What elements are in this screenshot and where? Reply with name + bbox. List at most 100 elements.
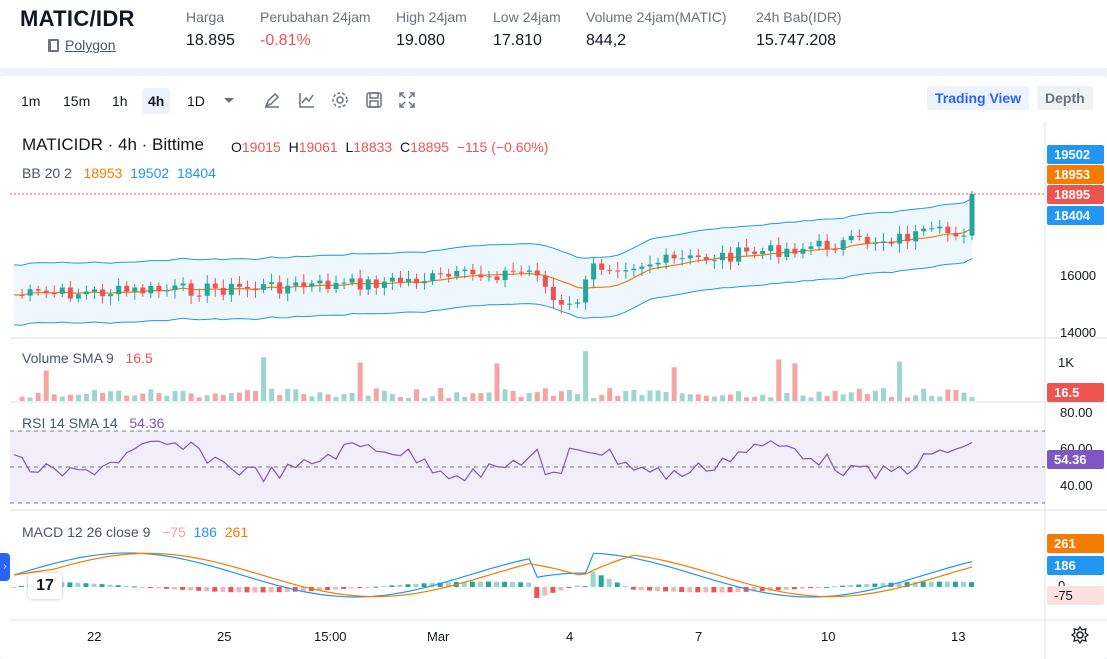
stat-volume: Volume 24jam(MATIC) 844,2 (586, 9, 727, 50)
candle-body (269, 282, 275, 285)
volume-bar (784, 392, 790, 401)
macd-hist-bar (381, 585, 387, 587)
volume-bar (687, 394, 693, 401)
macd-hist-bar (775, 587, 781, 591)
volume-bar (244, 390, 250, 401)
volume-bar (663, 392, 669, 401)
macd-hist-bar (228, 587, 234, 593)
candle-body (872, 242, 878, 244)
candle-body (333, 282, 339, 289)
depth-button[interactable]: Depth (1037, 86, 1093, 110)
candle-body (430, 273, 436, 282)
timeframe-4h[interactable]: 4h (142, 88, 171, 114)
indicator-icon[interactable] (297, 90, 317, 110)
macd-hist-bar (872, 583, 878, 587)
candle-body (897, 233, 903, 244)
draw-icon[interactable] (262, 90, 282, 110)
expand-panel-handle[interactable]: › (0, 553, 10, 581)
time-label: 22 (87, 629, 102, 644)
candle-body (156, 285, 162, 292)
volume-bar (405, 397, 411, 401)
settings-icon[interactable] (330, 90, 350, 110)
candle-body (784, 248, 790, 258)
candle-body (518, 271, 524, 273)
volume-bar (365, 395, 371, 401)
bb-lower-line (13, 257, 973, 326)
candle-body (75, 294, 81, 299)
macd-hist-bar (196, 587, 202, 591)
macd-label-0: 0 (1058, 578, 1065, 593)
volume-bar (357, 362, 363, 401)
rsi-legend: RSI 14 SMA 14 54.36 (22, 415, 164, 431)
macd-hist-bar (840, 585, 846, 587)
volume-bar (35, 393, 41, 401)
candle-body (19, 294, 25, 296)
macd-signal-tag: 261 (1047, 534, 1104, 553)
save-icon[interactable] (364, 90, 384, 110)
timeframe-15m[interactable]: 15m (63, 93, 91, 109)
macd-hist-bar (566, 587, 572, 588)
volume-bar (591, 397, 597, 401)
candle-body (502, 270, 508, 281)
timeframe-1d[interactable]: 1D (187, 93, 205, 109)
macd-hist-bar (614, 582, 620, 587)
macd-hist-bar (582, 586, 588, 588)
network-link[interactable]: Polygon (48, 37, 116, 53)
volume-bar (888, 397, 894, 401)
candle-body (687, 255, 693, 259)
candle-body (647, 264, 653, 267)
macd-hist-bar (494, 581, 500, 587)
macd-hist-bar (429, 582, 435, 587)
volume-bar (760, 394, 766, 401)
candle-body (244, 286, 250, 289)
volume-bar (542, 388, 548, 401)
candle-body (446, 273, 452, 277)
tradingview-logo[interactable]: 17 (28, 573, 62, 599)
trading-view-button[interactable]: Trading View (927, 86, 1030, 110)
change-value: −115 (−0.60%) (456, 139, 549, 155)
volume-bar (792, 363, 798, 401)
time-label: Mar (427, 629, 450, 644)
candle-body (92, 289, 98, 292)
macd-hist-bar (469, 581, 475, 587)
volume-bar (727, 394, 733, 401)
candle-body (454, 270, 460, 277)
volume-bar (59, 396, 65, 401)
volume-bar (309, 396, 315, 401)
macd-hist-bar (349, 587, 355, 589)
candle-body (760, 251, 766, 254)
macd-hist-bar (502, 581, 508, 587)
volume-bar (389, 394, 395, 401)
candle-body (768, 245, 774, 252)
candle-body (542, 275, 548, 287)
candle-body (913, 231, 919, 242)
macd-hist-bar (880, 583, 886, 587)
bb-legend: BB 20 2 18953 19502 18404 (22, 165, 216, 181)
settings-gear-icon[interactable] (1070, 625, 1090, 645)
timeframe-1h[interactable]: 1h (112, 93, 128, 109)
chart-canvas[interactable] (0, 122, 1107, 659)
chevron-down-icon[interactable] (219, 90, 239, 110)
candle-body (220, 287, 226, 295)
volume-bar (381, 390, 387, 401)
volume-bar (188, 393, 194, 401)
fullscreen-icon[interactable] (397, 90, 417, 110)
macd-hist-bar (83, 583, 89, 587)
candle-body (623, 270, 629, 272)
candle-body (494, 276, 500, 281)
candle-body (526, 270, 532, 272)
candle-body (422, 281, 428, 284)
macd-hist-bar (421, 583, 427, 587)
volume-name: Volume SMA 9 (22, 350, 114, 366)
high-label: H (288, 139, 299, 155)
bb-basis-tag: 18953 (1047, 165, 1104, 184)
macd-hist-bar (405, 584, 411, 587)
macd-hist-bar (163, 587, 169, 589)
macd-hist-bar (550, 587, 556, 593)
macd-hist-bar (252, 587, 258, 593)
timeframe-1m[interactable]: 1m (21, 93, 41, 109)
stat-label: Volume 24jam(MATIC) (586, 9, 727, 25)
stat-price: Harga 18.895 (186, 9, 235, 50)
macd-hist-bar (534, 587, 540, 598)
volume-bar (293, 389, 299, 401)
